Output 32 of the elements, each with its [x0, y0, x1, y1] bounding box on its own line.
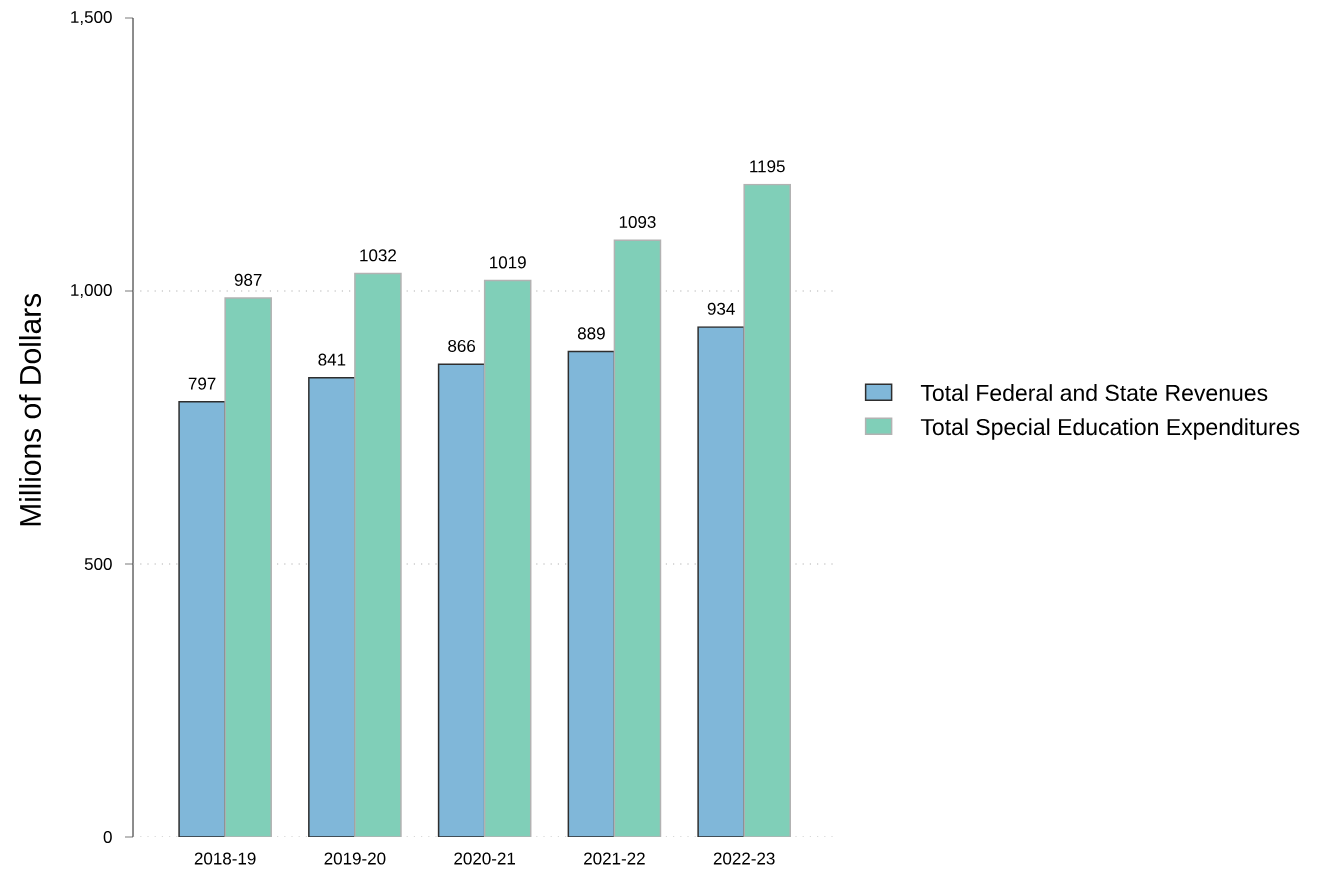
data-label: 1093: [619, 215, 656, 229]
x-tick-label: 2022-23: [713, 852, 775, 865]
legend-label: Total Special Education Expenditures: [920, 418, 1300, 440]
data-label: 934: [707, 302, 735, 315]
x-tick-label: 2021-22: [584, 852, 645, 865]
data-label: 841: [318, 353, 346, 366]
data-label: 797: [188, 377, 216, 390]
x-tick-label: 2018-19: [194, 852, 256, 865]
y-tick-label: 1,000: [71, 283, 112, 299]
bar: [308, 377, 356, 837]
bar: [697, 326, 745, 837]
bar: [613, 239, 662, 837]
data-label: 1032: [360, 249, 396, 262]
bar: [224, 297, 272, 837]
bar: [743, 183, 791, 837]
data-label: 866: [448, 339, 476, 352]
data-label: 987: [234, 273, 262, 286]
data-label: 1195: [750, 160, 785, 173]
data-label: 1019: [490, 256, 526, 269]
bar: [567, 350, 616, 837]
y-tick-label: 500: [84, 557, 112, 571]
x-tick-label: 2020-21: [454, 852, 516, 865]
data-label: 889: [577, 327, 605, 340]
bar: [178, 401, 226, 837]
legend-label: Total Federal and State Revenues: [920, 384, 1268, 402]
y-axis-title: Millions of Dollars: [19, 293, 42, 526]
bar: [483, 279, 532, 837]
y-tick-label: 0: [103, 830, 112, 844]
y-tick-label: 1,500: [71, 10, 112, 26]
bar: [437, 363, 486, 837]
x-tick-label: 2019-20: [324, 852, 386, 865]
bar: [354, 272, 402, 837]
